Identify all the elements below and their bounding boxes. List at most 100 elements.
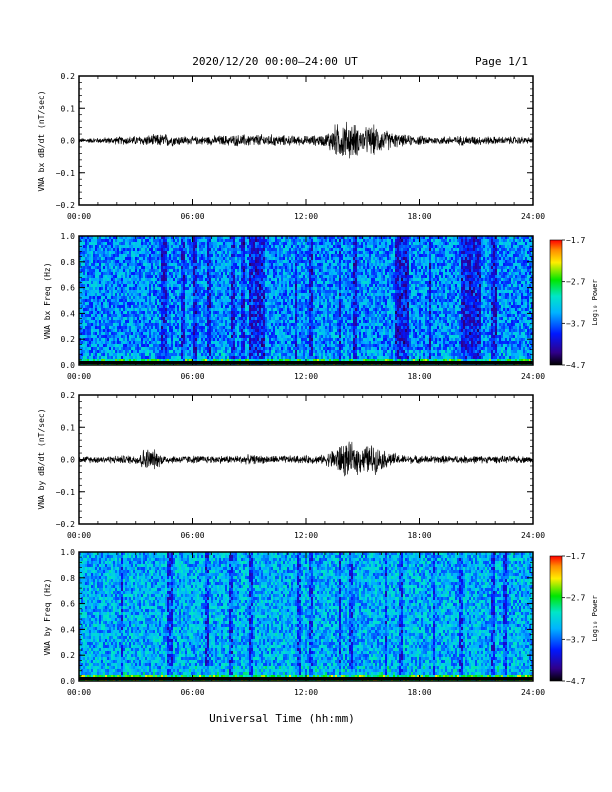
heatmap-cell bbox=[289, 335, 292, 339]
heatmap-cell bbox=[155, 257, 158, 261]
heatmap-cell bbox=[237, 302, 240, 306]
heatmap-cell bbox=[273, 329, 276, 333]
heatmap-cell bbox=[157, 260, 160, 264]
heatmap-cell bbox=[273, 311, 276, 315]
heatmap-cell bbox=[91, 323, 94, 327]
y-tick-label: 0.0 bbox=[61, 137, 76, 146]
heatmap-cell bbox=[125, 323, 128, 327]
heatmap-cell bbox=[239, 242, 242, 246]
heatmap-cell bbox=[297, 275, 300, 279]
heatmap-cell bbox=[241, 308, 244, 312]
heatmap-cell bbox=[169, 308, 172, 312]
heatmap-cell bbox=[145, 290, 148, 294]
heatmap-cell bbox=[265, 278, 268, 282]
heatmap-cell bbox=[289, 302, 292, 306]
heatmap-cell bbox=[249, 248, 252, 252]
heatmap-cell bbox=[279, 290, 282, 294]
heatmap-cell bbox=[243, 335, 246, 339]
heatmap-cell bbox=[87, 329, 90, 333]
heatmap-cell bbox=[191, 293, 194, 297]
heatmap-cell bbox=[267, 242, 270, 246]
heatmap-cell bbox=[81, 308, 84, 312]
heatmap-cell bbox=[103, 275, 106, 279]
heatmap-cell bbox=[231, 275, 234, 279]
heatmap-cell bbox=[237, 239, 240, 243]
heatmap-cell bbox=[205, 305, 208, 309]
heatmap-cell bbox=[141, 296, 144, 300]
heatmap-cell bbox=[265, 263, 268, 267]
heatmap-cell bbox=[215, 320, 218, 324]
heatmap-cell bbox=[123, 239, 126, 243]
heatmap-cell bbox=[129, 320, 132, 324]
heatmap-cell bbox=[215, 263, 218, 267]
heatmap-cell bbox=[273, 248, 276, 252]
heatmap-cell bbox=[289, 320, 292, 324]
heatmap-cell bbox=[187, 263, 190, 267]
heatmap-cell bbox=[83, 269, 86, 273]
heatmap-cell bbox=[275, 263, 278, 267]
heatmap-cell bbox=[205, 329, 208, 333]
heatmap-cell bbox=[297, 305, 300, 309]
heatmap-cell bbox=[117, 251, 120, 255]
heatmap-cell bbox=[109, 287, 112, 291]
heatmap-cell bbox=[87, 284, 90, 288]
heatmap-cell bbox=[101, 308, 104, 312]
heatmap-cell bbox=[277, 245, 280, 249]
heatmap-cell bbox=[91, 293, 94, 297]
heatmap-cell bbox=[167, 356, 170, 360]
heatmap-cell bbox=[259, 266, 262, 270]
heatmap-cell bbox=[81, 257, 84, 261]
heatmap-cell bbox=[129, 236, 132, 240]
heatmap-cell bbox=[111, 353, 114, 357]
heatmap-cell bbox=[185, 332, 188, 336]
heatmap-cell bbox=[241, 317, 244, 321]
heatmap-cell bbox=[109, 305, 112, 309]
heatmap-cell bbox=[145, 323, 148, 327]
heatmap-cell bbox=[165, 335, 168, 339]
heatmap-cell bbox=[179, 245, 182, 249]
heatmap-cell bbox=[253, 353, 256, 357]
heatmap-cell bbox=[133, 311, 136, 315]
heatmap-cell bbox=[267, 350, 270, 354]
heatmap-cell bbox=[213, 350, 216, 354]
heatmap-cell bbox=[119, 338, 122, 342]
heatmap-cell bbox=[125, 248, 128, 252]
heatmap-cell bbox=[175, 251, 178, 255]
heatmap-cell bbox=[125, 287, 128, 291]
heatmap-cell bbox=[221, 329, 224, 333]
heatmap-cell bbox=[215, 311, 218, 315]
heatmap-cell bbox=[297, 341, 300, 345]
heatmap-cell bbox=[79, 254, 82, 258]
heatmap-cell bbox=[293, 248, 296, 252]
heatmap-cell bbox=[131, 248, 134, 252]
heatmap-cell bbox=[143, 332, 146, 336]
heatmap-cell bbox=[125, 317, 128, 321]
heatmap-cell bbox=[81, 251, 84, 255]
heatmap-cell bbox=[253, 290, 256, 294]
heatmap-cell bbox=[281, 353, 284, 357]
heatmap-cell bbox=[249, 263, 252, 267]
heatmap-cell bbox=[229, 329, 232, 333]
heatmap-cell bbox=[165, 326, 168, 330]
heatmap-cell bbox=[299, 302, 302, 306]
heatmap-cell bbox=[105, 281, 108, 285]
heatmap-cell bbox=[225, 272, 228, 276]
heatmap-cell bbox=[291, 299, 294, 303]
heatmap-cell bbox=[223, 329, 226, 333]
heatmap-cell bbox=[163, 272, 166, 276]
heatmap-cell bbox=[297, 311, 300, 315]
heatmap-cell bbox=[89, 326, 92, 330]
heatmap-cell bbox=[271, 281, 274, 285]
heatmap-cell bbox=[197, 338, 200, 342]
heatmap-cell bbox=[231, 320, 234, 324]
heatmap-cell bbox=[99, 338, 102, 342]
heatmap-cell bbox=[201, 236, 204, 240]
heatmap-cell bbox=[159, 323, 162, 327]
heatmap-cell bbox=[287, 260, 290, 264]
heatmap-cell bbox=[199, 317, 202, 321]
heatmap-cell bbox=[87, 314, 90, 318]
heatmap-cell bbox=[79, 272, 82, 276]
heatmap-cell bbox=[291, 341, 294, 345]
heatmap-cell bbox=[175, 269, 178, 273]
heatmap-cell bbox=[249, 299, 252, 303]
